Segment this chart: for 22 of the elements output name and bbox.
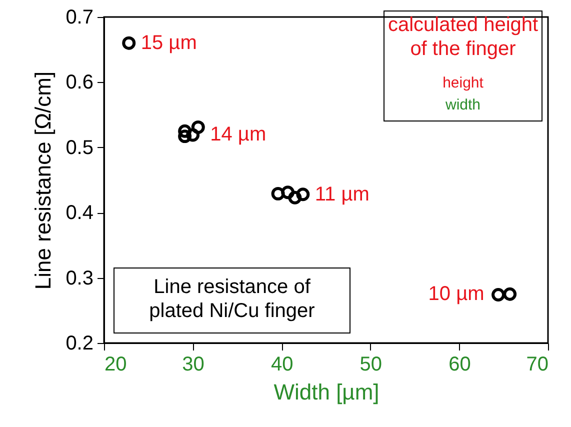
annotation: height — [442, 74, 484, 92]
x-tick-label: 20 — [104, 354, 127, 376]
y-tick-label: 0.3 — [66, 267, 94, 290]
x-tick-label: 40 — [270, 354, 294, 376]
annotation: Line resistance of plated Ni/Cu finger — [149, 276, 316, 322]
x-tick-label: 50 — [360, 354, 382, 376]
x-tick-label: 60 — [448, 354, 471, 376]
y-tick-label: 0.5 — [66, 136, 94, 159]
y-tick-label: 0.2 — [66, 332, 94, 354]
x-axis-title: Width [µm] — [274, 380, 380, 404]
annotation: 10 µm — [428, 283, 484, 306]
x-tick-label: 30 — [182, 354, 204, 376]
y-tick-label: 0.4 — [66, 202, 94, 224]
y-tick-label: 0.6 — [66, 72, 94, 94]
annotation: calculated height of the finger — [388, 14, 538, 60]
annotation: width — [444, 96, 481, 114]
annotation: 11 µm — [314, 183, 370, 206]
y-tick-label: 0.7 — [66, 6, 94, 28]
annotation: 15 µm — [140, 32, 197, 54]
x-tick-label: 70 — [526, 354, 548, 376]
y-axis-title: Line resistance [Ω/cm] — [30, 71, 56, 290]
annotation: 14 µm — [210, 123, 266, 146]
